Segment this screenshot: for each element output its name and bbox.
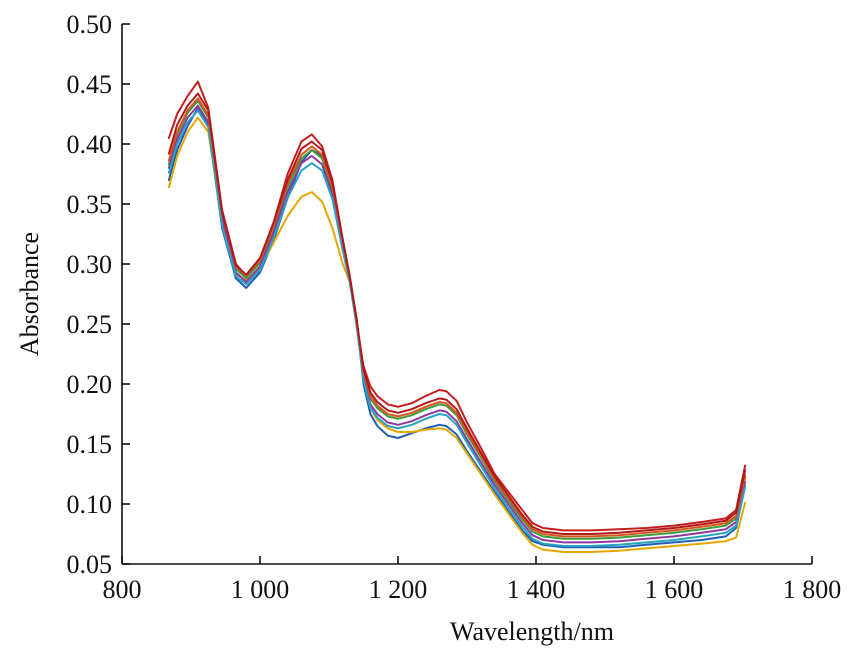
y-tick-label: 0.10 xyxy=(67,490,113,519)
y-tick-label: 0.20 xyxy=(67,370,113,399)
y-tick-label: 0.45 xyxy=(67,70,113,99)
y-tick-label: 0.40 xyxy=(67,130,113,159)
y-tick-label: 0.15 xyxy=(67,430,113,459)
x-tick-label: 1 600 xyxy=(645,575,704,604)
y-tick-label: 0.35 xyxy=(67,190,113,219)
x-tick-label: 1 200 xyxy=(369,575,428,604)
x-tick-label: 1 800 xyxy=(783,575,842,604)
y-tick-label: 0.50 xyxy=(67,10,113,39)
y-tick-label: 0.25 xyxy=(67,310,113,339)
spectrum-line-4 xyxy=(167,99,747,540)
x-axis-label: Wavelength/nm xyxy=(450,617,614,646)
x-tick-label: 1 400 xyxy=(507,575,566,604)
spectrum-line-2 xyxy=(167,107,747,549)
y-tick-label: 0.05 xyxy=(67,550,113,579)
y-ticks: 0.05 0.10 0.15 0.20 0.25 0.30 0.35 0.40 0.45 0.50 xyxy=(67,10,130,579)
x-tick-label: 800 xyxy=(103,575,142,604)
spectrum-line-1 xyxy=(167,80,747,532)
spectrum-line-5 xyxy=(167,104,747,544)
x-tick-label: 1 000 xyxy=(231,575,290,604)
series-group xyxy=(167,80,747,553)
spectrum-line-3 xyxy=(167,116,747,553)
y-axis-label: Absorbance xyxy=(15,232,44,356)
x-ticks: 800 1 000 1 200 1 400 1 600 1 800 xyxy=(103,556,842,604)
spectrum-line-6 xyxy=(167,109,747,547)
spectrum-line-8 xyxy=(167,92,747,535)
spectrum-line-7 xyxy=(167,97,747,538)
axes xyxy=(121,24,812,565)
y-tick-label: 0.30 xyxy=(67,250,113,279)
